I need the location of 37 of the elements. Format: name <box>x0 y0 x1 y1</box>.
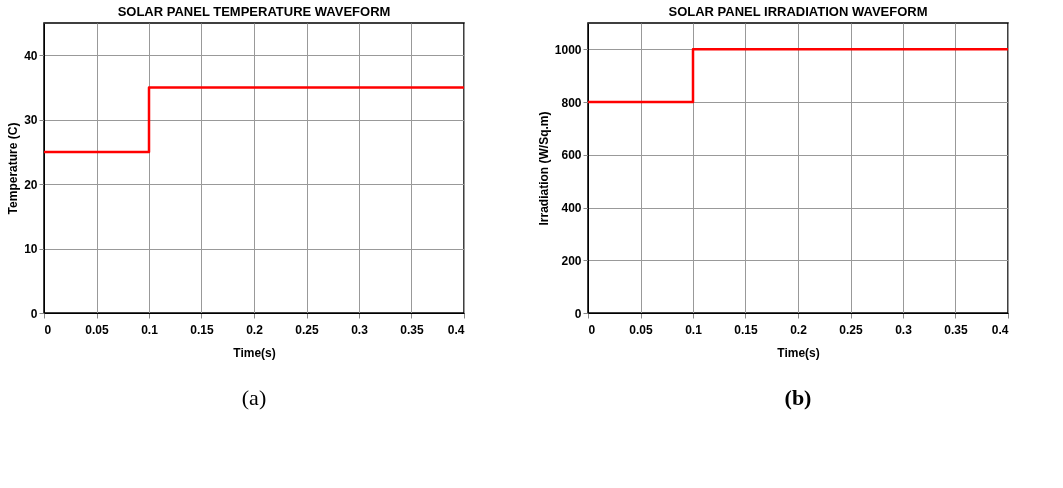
y-tick-label: 10 <box>24 242 38 257</box>
x-tick-label: 0.25 <box>839 322 863 337</box>
y-tick-label: 600 <box>561 148 582 163</box>
text: (a) <box>241 385 267 410</box>
x-tick-label: 0 <box>44 322 52 337</box>
x-tick-label: 0.3 <box>895 322 913 337</box>
x-tick-label: 0.1 <box>685 322 703 337</box>
chart-title: SOLAR PANEL TEMPERATURE WAVEFORM <box>117 4 391 19</box>
x-tick-label: 0.35 <box>400 322 424 337</box>
y-tick-label: 1000 <box>554 42 582 57</box>
x-tick-label: 0.2 <box>246 322 264 337</box>
y-tick-label: 20 <box>24 177 38 192</box>
y-tick-label: 40 <box>24 48 38 63</box>
x-tick-label: 0.05 <box>629 322 653 337</box>
y-tick-label: 400 <box>561 201 582 216</box>
x-tick-label: 0.3 <box>351 322 369 337</box>
y-tick-label: 0 <box>30 306 38 321</box>
chart-title: SOLAR PANEL IRRADIATION WAVEFORM <box>668 4 928 19</box>
x-tick-label: 0 <box>588 322 596 337</box>
x-tick-label: 0.15 <box>190 322 214 337</box>
text: (b) <box>784 385 812 410</box>
y-axis-title: Temperature (C) <box>6 122 21 215</box>
x-tick-label: 0.1 <box>141 322 159 337</box>
x-tick-label: 0.4 <box>447 322 465 337</box>
x-axis-title: Time(s) <box>233 345 276 360</box>
x-tick-label: 0.25 <box>295 322 319 337</box>
x-axis-title: Time(s) <box>777 345 820 360</box>
x-tick-label: 0.15 <box>734 322 758 337</box>
y-tick-label: 800 <box>561 95 582 110</box>
y-axis-title: Irradiation (W/Sq.m) <box>536 111 551 226</box>
y-tick-label: 30 <box>24 113 38 128</box>
y-tick-label: 200 <box>561 253 582 268</box>
x-tick-label: 0.35 <box>944 322 968 337</box>
y-tick-label: 0 <box>574 306 582 321</box>
x-tick-label: 0.2 <box>790 322 808 337</box>
x-tick-label: 0.05 <box>85 322 109 337</box>
x-tick-label: 0.4 <box>991 322 1009 337</box>
